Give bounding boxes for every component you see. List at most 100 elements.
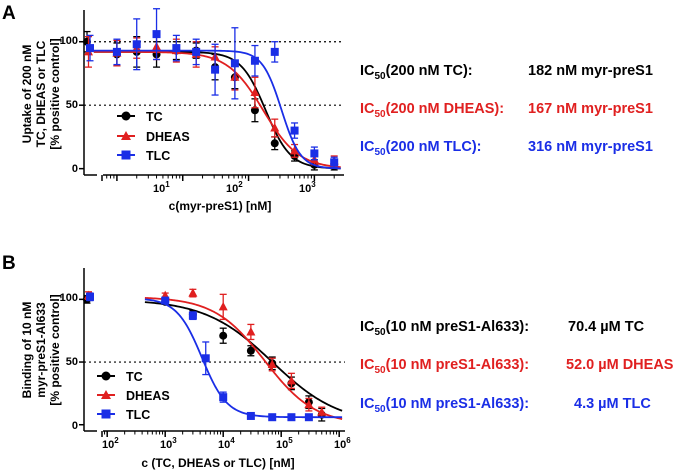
panel-a-ylabel-line-2: TC, DHEAS or TLC — [34, 40, 48, 147]
panel-a-tlc-point — [211, 65, 220, 74]
panel-b-ytick-100: 100 — [60, 292, 78, 304]
panel-a-x-axis-label: c(myr-preS1) [nM] — [169, 199, 272, 213]
panel-b-dheas-point — [246, 326, 256, 336]
panel-b-xtick-10e3: 103 — [160, 436, 177, 451]
panel-b-tlc-fit-curve — [144, 298, 343, 419]
panel-b: B Binding of 10 nM myr-preS1-Al633 [% po… — [2, 253, 674, 470]
panel-a-annotations: IC50(200 nM TC): 182 nM myr-preS1 IC50(2… — [360, 63, 653, 158]
panel-a-tlc-point — [270, 47, 279, 56]
panel-b-tlc-point — [201, 354, 210, 363]
legend-tc-label: TC — [146, 110, 163, 124]
panel-b-ic50-dheas-value: 52.0 µM DHEAS — [566, 357, 674, 373]
panel-b-ic50-tc-label: IC50(10 nM preS1-Al633): — [360, 319, 529, 338]
panel-a-ic50-dheas-value: 167 nM myr-preS1 — [528, 101, 653, 117]
panel-a-ic50-tc-label: IC50(200 nM TC): — [360, 63, 473, 82]
panel-a-ic50-tlc-label: IC50(200 nM TLC): — [360, 139, 481, 158]
panel-b-xtick-10e2: 102 — [102, 436, 119, 451]
panel-a-plot-area — [79, 8, 344, 181]
legend-b-tc-label: TC — [126, 370, 143, 384]
panel-b-dheas-point — [286, 375, 296, 385]
legend-b-dheas-label: DHEAS — [126, 389, 170, 403]
panel-b-tlc-point — [161, 296, 170, 305]
legend-tlc-label: TLC — [146, 149, 170, 163]
panel-b-xtick-10e5: 105 — [276, 436, 293, 451]
panel-b-legend-tc: TC — [97, 370, 143, 384]
panel-b-plot-area — [79, 268, 345, 437]
legend-b-tlc-marker — [101, 409, 111, 419]
panel-b-tlc-point — [219, 393, 228, 402]
panel-b-tlc-point — [287, 413, 296, 422]
panel-b-tc-point — [246, 346, 255, 355]
panel-a-dheas-point — [290, 145, 300, 155]
panel-a-letter: A — [2, 3, 16, 24]
panel-b-ic50-tlc-value: 4.3 µM TLC — [574, 396, 651, 412]
panel-a-dheas-point — [270, 123, 280, 132]
panel-a-tlc-point — [330, 158, 339, 167]
legend-tc-marker — [121, 111, 131, 121]
panel-a-tlc-fit-curve — [93, 49, 341, 170]
panel-a-legend-tc: TC — [117, 110, 163, 124]
panel-a-ylabel-line-1: Uptake of 200 nM — [20, 45, 34, 144]
legend-dheas-label: DHEAS — [146, 130, 190, 144]
panel-a-legend-tlc: TLC — [117, 149, 170, 163]
panel-a-tlc-point — [132, 40, 141, 49]
panel-b-x-axis-label: c (TC, DHEAS or TLC) [nM] — [141, 456, 294, 470]
panel-b-y-axis-label: Binding of 10 nM myr-preS1-Al633 [% posi… — [20, 294, 62, 405]
panel-a-dheas-point — [250, 87, 260, 96]
legend-b-tlc-label: TLC — [126, 408, 150, 422]
panel-a-ytick-50: 50 — [66, 99, 78, 111]
panel-b-tc-fit-curve — [144, 301, 343, 412]
panel-b-tlc-point — [86, 292, 94, 301]
panel-a-tlc-point — [250, 56, 259, 65]
legend-tlc-marker — [121, 150, 131, 160]
panel-b-xtick-10e4: 104 — [218, 436, 235, 451]
panel-b-ic50-tlc-label: IC50(10 nM preS1-Al633): — [360, 396, 529, 415]
panel-a-ic50-dheas-label: IC50(200 nM DHEAS): — [360, 101, 504, 120]
panel-b-ic50-dheas-label: IC50(10 nM preS1-Al633): — [360, 357, 529, 376]
panel-a-xtick-10e1: 101 — [153, 180, 170, 195]
panel-a-tlc-point — [112, 47, 121, 56]
panel-a: A Uptake of 200 nM TC, DHEAS or TLC [% p… — [2, 3, 653, 213]
legend-b-dheas-marker — [101, 390, 111, 399]
panel-b-x-tick-labels: 102 103 104 105 106 — [102, 436, 351, 451]
panel-a-tlc-point — [290, 126, 299, 135]
panel-b-legend-tlc: TLC — [97, 408, 150, 422]
panel-b-dheas-point — [218, 301, 228, 311]
panel-b-tlc-point — [304, 413, 313, 422]
legend-b-tc-marker — [101, 371, 111, 381]
panel-a-ic50-tlc-value: 316 nM myr-preS1 — [528, 139, 653, 155]
panel-a-ylabel-line-3: [% positive control] — [48, 38, 62, 149]
panel-a-ytick-0: 0 — [72, 163, 78, 175]
panel-b-letter: B — [2, 253, 16, 274]
panel-b-xtick-10e6: 106 — [334, 436, 351, 451]
panel-a-tc-point — [270, 139, 279, 148]
panel-a-tlc-point — [172, 44, 181, 53]
panel-b-dheas-point — [267, 359, 277, 369]
panel-a-xtick-10e2: 102 — [226, 180, 243, 195]
panel-a-tlc-point — [310, 149, 319, 158]
panel-a-tlc-point — [230, 59, 239, 68]
panel-b-legend-dheas: DHEAS — [97, 389, 170, 403]
panel-a-x-tick-labels: 101 102 103 — [153, 180, 316, 195]
legend-dheas-marker — [121, 131, 131, 140]
panel-b-tlc-point — [268, 413, 277, 422]
panel-a-y-axis-label: Uptake of 200 nM TC, DHEAS or TLC [% pos… — [20, 38, 62, 149]
panel-b-tlc-point — [188, 311, 197, 320]
panel-a-ytick-100: 100 — [60, 35, 78, 47]
panel-a-ic50-tc-value: 182 nM myr-preS1 — [528, 63, 653, 79]
panel-b-ylabel-line-1: Binding of 10 nM — [20, 302, 34, 399]
panel-a-tlc-point — [192, 47, 201, 56]
panel-b-tlc-point — [246, 411, 255, 420]
panel-b-dheas-point — [304, 399, 314, 409]
panel-a-legend: TC DHEAS TLC — [117, 110, 190, 163]
panel-b-ylabel-line-3: [% positive control] — [48, 294, 62, 405]
panel-b-ic50-tc-value: 70.4 µM TC — [568, 319, 645, 335]
panel-b-legend: TC DHEAS TLC — [97, 370, 170, 422]
panel-b-tc-point — [219, 331, 228, 340]
panel-b-ytick-50: 50 — [66, 356, 78, 368]
panel-b-dheas-point — [317, 407, 327, 416]
panel-b-ytick-0: 0 — [72, 420, 78, 432]
panel-a-tlc-point — [152, 30, 161, 39]
panel-b-dheas-point — [188, 288, 198, 297]
